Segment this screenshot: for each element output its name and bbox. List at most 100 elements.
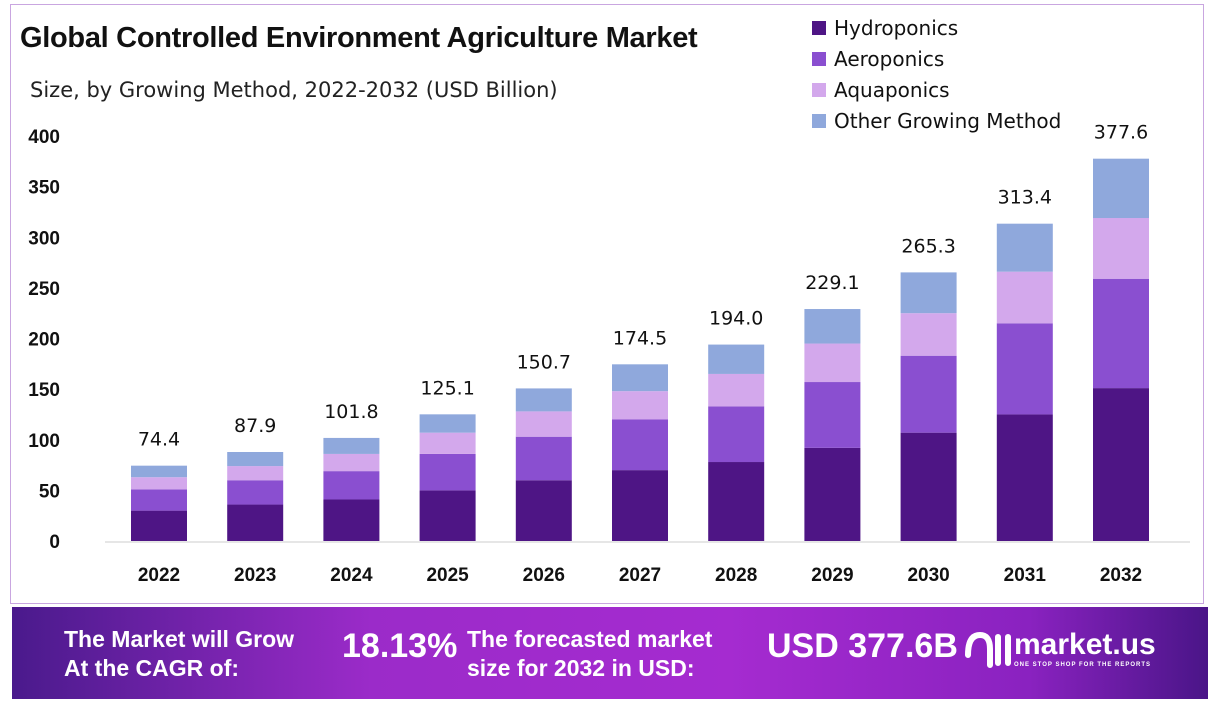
bar-segment-aquaponics bbox=[131, 477, 187, 490]
x-tick-label: 2025 bbox=[426, 565, 469, 586]
bar-segment-aquaponics bbox=[612, 391, 668, 420]
forecast-label-line2: size for 2032 in USD: bbox=[467, 655, 695, 681]
forecast-value: USD 377.6B bbox=[767, 627, 958, 665]
legend-label: Aeroponics bbox=[834, 46, 945, 71]
bar-segment-other-growing-method bbox=[1093, 158, 1149, 219]
data-label: 74.4 bbox=[138, 429, 180, 451]
bar-segment-aeroponics bbox=[515, 436, 572, 481]
bar-segment-aquaponics bbox=[1093, 218, 1149, 279]
cagr-label-line2: At the CAGR of: bbox=[64, 655, 240, 681]
bar-segment-hydroponics bbox=[708, 462, 765, 541]
bar-segment-aeroponics bbox=[131, 489, 187, 511]
bar-segment-other-growing-method bbox=[900, 272, 957, 314]
legend-item: Other Growing Method bbox=[812, 105, 1061, 136]
legend-swatch bbox=[812, 82, 826, 97]
chart-frame bbox=[10, 4, 1204, 604]
market-us-logo: market.us ONE STOP SHOP FOR THE REPORTS bbox=[962, 625, 1156, 671]
bar-segment-other-growing-method bbox=[708, 344, 765, 374]
y-tick-label: 200 bbox=[28, 330, 60, 351]
bar-chart: 0 50 100 150 200 250 300 350 400 74.4 2022 87.9 2023… bbox=[28, 122, 1190, 586]
y-tick-label: 300 bbox=[28, 228, 60, 249]
x-tick-label: 2022 bbox=[138, 565, 180, 586]
data-label: 194.0 bbox=[709, 308, 763, 330]
bar-segment-other-growing-method bbox=[419, 414, 476, 433]
legend: Hydroponics Aeroponics Aquaponics Other Gro… bbox=[812, 12, 1061, 136]
bar-segment-aquaponics bbox=[515, 411, 572, 437]
bar-segment-other-growing-method bbox=[804, 309, 861, 344]
bar-segment-other-growing-method bbox=[612, 364, 668, 392]
summary-banner: The Market will Grow At the CAGR of: 18.1… bbox=[12, 607, 1208, 699]
y-tick-label: 250 bbox=[28, 279, 60, 300]
bar-segment-hydroponics bbox=[1093, 388, 1149, 541]
bar-segment-hydroponics bbox=[900, 432, 957, 541]
data-label: 377.6 bbox=[1094, 122, 1148, 144]
x-tick-label: 2030 bbox=[907, 565, 949, 586]
bar-segment-hydroponics bbox=[804, 447, 861, 541]
logo-tagline: ONE STOP SHOP FOR THE REPORTS bbox=[1014, 662, 1152, 668]
y-tick-label: 0 bbox=[49, 532, 60, 553]
bar-segment-aquaponics bbox=[419, 432, 476, 454]
bar-segment-aquaponics bbox=[323, 453, 380, 472]
bar-segment-hydroponics bbox=[515, 480, 572, 541]
data-label: 125.1 bbox=[420, 377, 474, 399]
chart-subtitle: Size, by Growing Method, 2022-2032 (USD … bbox=[30, 78, 558, 102]
legend-swatch bbox=[812, 20, 826, 35]
bar-segment-hydroponics bbox=[227, 504, 284, 541]
data-label: 174.5 bbox=[613, 327, 667, 349]
legend-item: Aeroponics bbox=[812, 43, 1061, 74]
bar-segment-aquaponics bbox=[900, 313, 957, 356]
data-label: 150.7 bbox=[517, 351, 571, 373]
data-label: 101.8 bbox=[324, 401, 378, 423]
bar-segment-aquaponics bbox=[804, 343, 861, 383]
bar-segment-other-growing-method bbox=[515, 388, 572, 412]
logo-icon bbox=[965, 631, 1011, 668]
x-tick-label: 2026 bbox=[523, 565, 565, 586]
bar-segment-hydroponics bbox=[323, 499, 380, 541]
cagr-label-line1: The Market will Grow bbox=[64, 626, 295, 652]
legend-item: Aquaponics bbox=[812, 74, 1061, 105]
bar-segment-other-growing-method bbox=[996, 223, 1053, 272]
data-label: 313.4 bbox=[998, 187, 1052, 209]
legend-label: Aquaponics bbox=[834, 77, 950, 102]
y-tick-label: 350 bbox=[28, 178, 60, 199]
legend-item: Hydroponics bbox=[812, 12, 1061, 43]
logo-text: market.us bbox=[1014, 628, 1156, 661]
bar-segment-other-growing-method bbox=[131, 465, 187, 478]
bar-segment-aeroponics bbox=[323, 471, 380, 500]
bar-segment-aeroponics bbox=[1093, 278, 1149, 389]
bar-segment-aeroponics bbox=[612, 419, 668, 471]
y-tick-label: 100 bbox=[28, 431, 60, 452]
bar-segment-aeroponics bbox=[996, 323, 1053, 415]
bar-segment-hydroponics bbox=[996, 414, 1053, 541]
bar-segment-aquaponics bbox=[708, 373, 765, 407]
bar-segment-aeroponics bbox=[804, 382, 861, 448]
x-tick-label: 2024 bbox=[330, 565, 373, 586]
bar-segment-aeroponics bbox=[900, 355, 957, 433]
bar-segment-aeroponics bbox=[708, 406, 765, 463]
x-tick-label: 2027 bbox=[619, 565, 661, 586]
chart-title: Global Controlled Environment Agricultur… bbox=[20, 22, 698, 54]
bar-segment-hydroponics bbox=[612, 470, 668, 541]
forecast-label: The forecasted market size for 2032 in US… bbox=[467, 625, 712, 683]
legend-swatch bbox=[812, 113, 826, 128]
bar-segment-aeroponics bbox=[227, 480, 284, 505]
bar-segment-aquaponics bbox=[996, 271, 1053, 324]
y-tick-label: 50 bbox=[39, 481, 60, 502]
x-tick-label: 2032 bbox=[1100, 565, 1142, 586]
bar-segment-other-growing-method bbox=[227, 452, 284, 467]
data-label: 229.1 bbox=[805, 272, 859, 294]
bar-segment-hydroponics bbox=[419, 490, 476, 541]
x-tick-label: 2029 bbox=[811, 565, 853, 586]
bar-segment-aeroponics bbox=[419, 453, 476, 491]
cagr-label: The Market will Grow At the CAGR of: bbox=[64, 625, 294, 683]
y-tick-label: 400 bbox=[28, 127, 60, 148]
x-tick-label: 2028 bbox=[715, 565, 757, 586]
cagr-value: 18.13% bbox=[342, 627, 458, 665]
legend-label: Other Growing Method bbox=[834, 108, 1062, 133]
bar-segment-other-growing-method bbox=[323, 437, 380, 454]
legend-swatch bbox=[812, 51, 826, 66]
bar-segment-hydroponics bbox=[131, 510, 187, 541]
forecast-label-line1: The forecasted market bbox=[467, 626, 713, 652]
y-tick-label: 150 bbox=[28, 380, 60, 401]
bar-segment-aquaponics bbox=[227, 466, 284, 481]
